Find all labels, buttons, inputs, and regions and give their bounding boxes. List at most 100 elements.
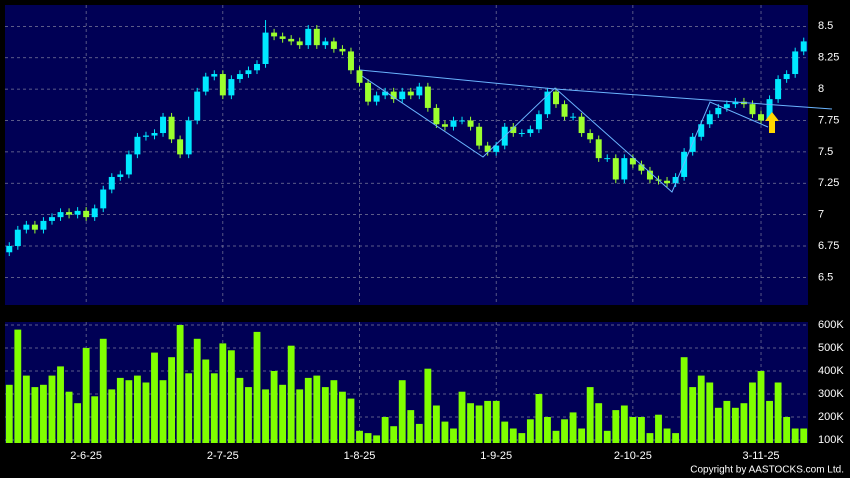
x-tick-label: 3-11-25 [742, 450, 779, 462]
y-tick-label: 400K [818, 365, 844, 377]
candle-body [365, 82, 372, 102]
candle-body [347, 51, 354, 71]
volume-bar [492, 400, 500, 443]
candle-body [168, 116, 175, 140]
volume-bar [210, 373, 218, 443]
volume-bar [783, 417, 791, 443]
candle-body [800, 41, 807, 52]
candle-body [313, 28, 320, 46]
candle-body [416, 86, 423, 96]
y-tick-label: 7.25 [818, 177, 839, 189]
pattern-line [361, 75, 769, 193]
volume-bar [603, 430, 611, 443]
x-tick-label: 2-10-25 [614, 450, 652, 462]
volume-bar [82, 347, 90, 443]
y-tick-label: 300K [818, 388, 844, 400]
candle-body [544, 91, 551, 115]
y-tick-label: 8.5 [818, 20, 833, 32]
candle-body [6, 246, 13, 253]
candle-body [783, 74, 790, 80]
candle-body [202, 76, 209, 92]
volume-bar [313, 375, 321, 443]
y-tick-label: 8 [818, 83, 824, 95]
candle-body [424, 86, 431, 108]
candle-body [792, 51, 799, 75]
volume-bar [202, 359, 210, 443]
candle-body [484, 145, 491, 152]
x-tick-label: 2-7-25 [207, 450, 239, 462]
candle-body [433, 107, 440, 125]
volume-bar [415, 423, 423, 443]
candle-body [775, 79, 782, 100]
volume-bar [347, 398, 355, 443]
volume-bar [424, 368, 432, 443]
volume-bar [262, 389, 269, 443]
candle-body [66, 212, 73, 215]
volume-bar [193, 338, 201, 443]
volume-bar [142, 382, 150, 443]
volume-bar [535, 394, 543, 443]
candle-body [305, 28, 312, 46]
volume-bar [774, 382, 782, 443]
volume-bar [663, 428, 671, 443]
candle-body [646, 170, 653, 180]
candle-body [766, 99, 773, 121]
candle-body [117, 174, 124, 177]
signal-arrow [765, 112, 779, 133]
candle-body [194, 91, 201, 121]
candle-body [698, 124, 705, 137]
volume-bar [518, 433, 526, 443]
y-tick-label: 100K [818, 434, 844, 446]
volume-bar [74, 403, 82, 443]
volume-bar [689, 387, 697, 443]
x-tick-label: 1-9-25 [480, 450, 512, 462]
candle-body [510, 126, 517, 134]
volume-bar [526, 419, 534, 443]
candle-body [296, 41, 303, 46]
volume-bar [159, 380, 167, 443]
candle-body [570, 116, 577, 118]
candle-body [706, 114, 713, 125]
y-tick-label: 8.25 [818, 52, 839, 64]
volume-bar [723, 400, 731, 443]
candle-body [518, 133, 525, 135]
candle-body [595, 139, 602, 159]
candle-body [672, 176, 679, 184]
y-tick-label: 6.5 [818, 271, 833, 283]
volume-bar [151, 352, 158, 443]
volume-bar [236, 377, 244, 443]
volume-bar [219, 343, 227, 443]
candle-body [322, 41, 329, 46]
candle-body [553, 91, 559, 105]
candle-body [185, 120, 192, 155]
volume-bar [57, 366, 64, 443]
candle-body [57, 212, 64, 218]
volume-bar [800, 428, 808, 443]
volume-bar [125, 380, 133, 443]
candle-body [31, 224, 38, 230]
volume-bar [176, 324, 184, 443]
volume-bar [629, 417, 637, 443]
volume-bar [595, 403, 603, 443]
volume-bar [561, 419, 568, 443]
volume-bar [133, 375, 141, 443]
volume-bar [757, 370, 765, 443]
volume-bar [501, 421, 509, 443]
volume-bar [458, 391, 466, 443]
volume-bar [22, 375, 30, 443]
resistance-line [359, 69, 833, 110]
candle-body [450, 120, 457, 127]
candle-body [288, 38, 295, 42]
marks [5, 20, 808, 443]
candle-body [390, 91, 397, 100]
candle-body [407, 91, 414, 96]
volume-bar [740, 403, 748, 443]
candle-body [621, 158, 628, 180]
candle-body [527, 129, 534, 134]
candle-body [245, 70, 252, 75]
volume-bar [91, 396, 99, 443]
candle-body [373, 95, 380, 102]
volume-bar [270, 370, 278, 443]
volume-bar [791, 428, 799, 443]
candle-body [535, 114, 542, 130]
